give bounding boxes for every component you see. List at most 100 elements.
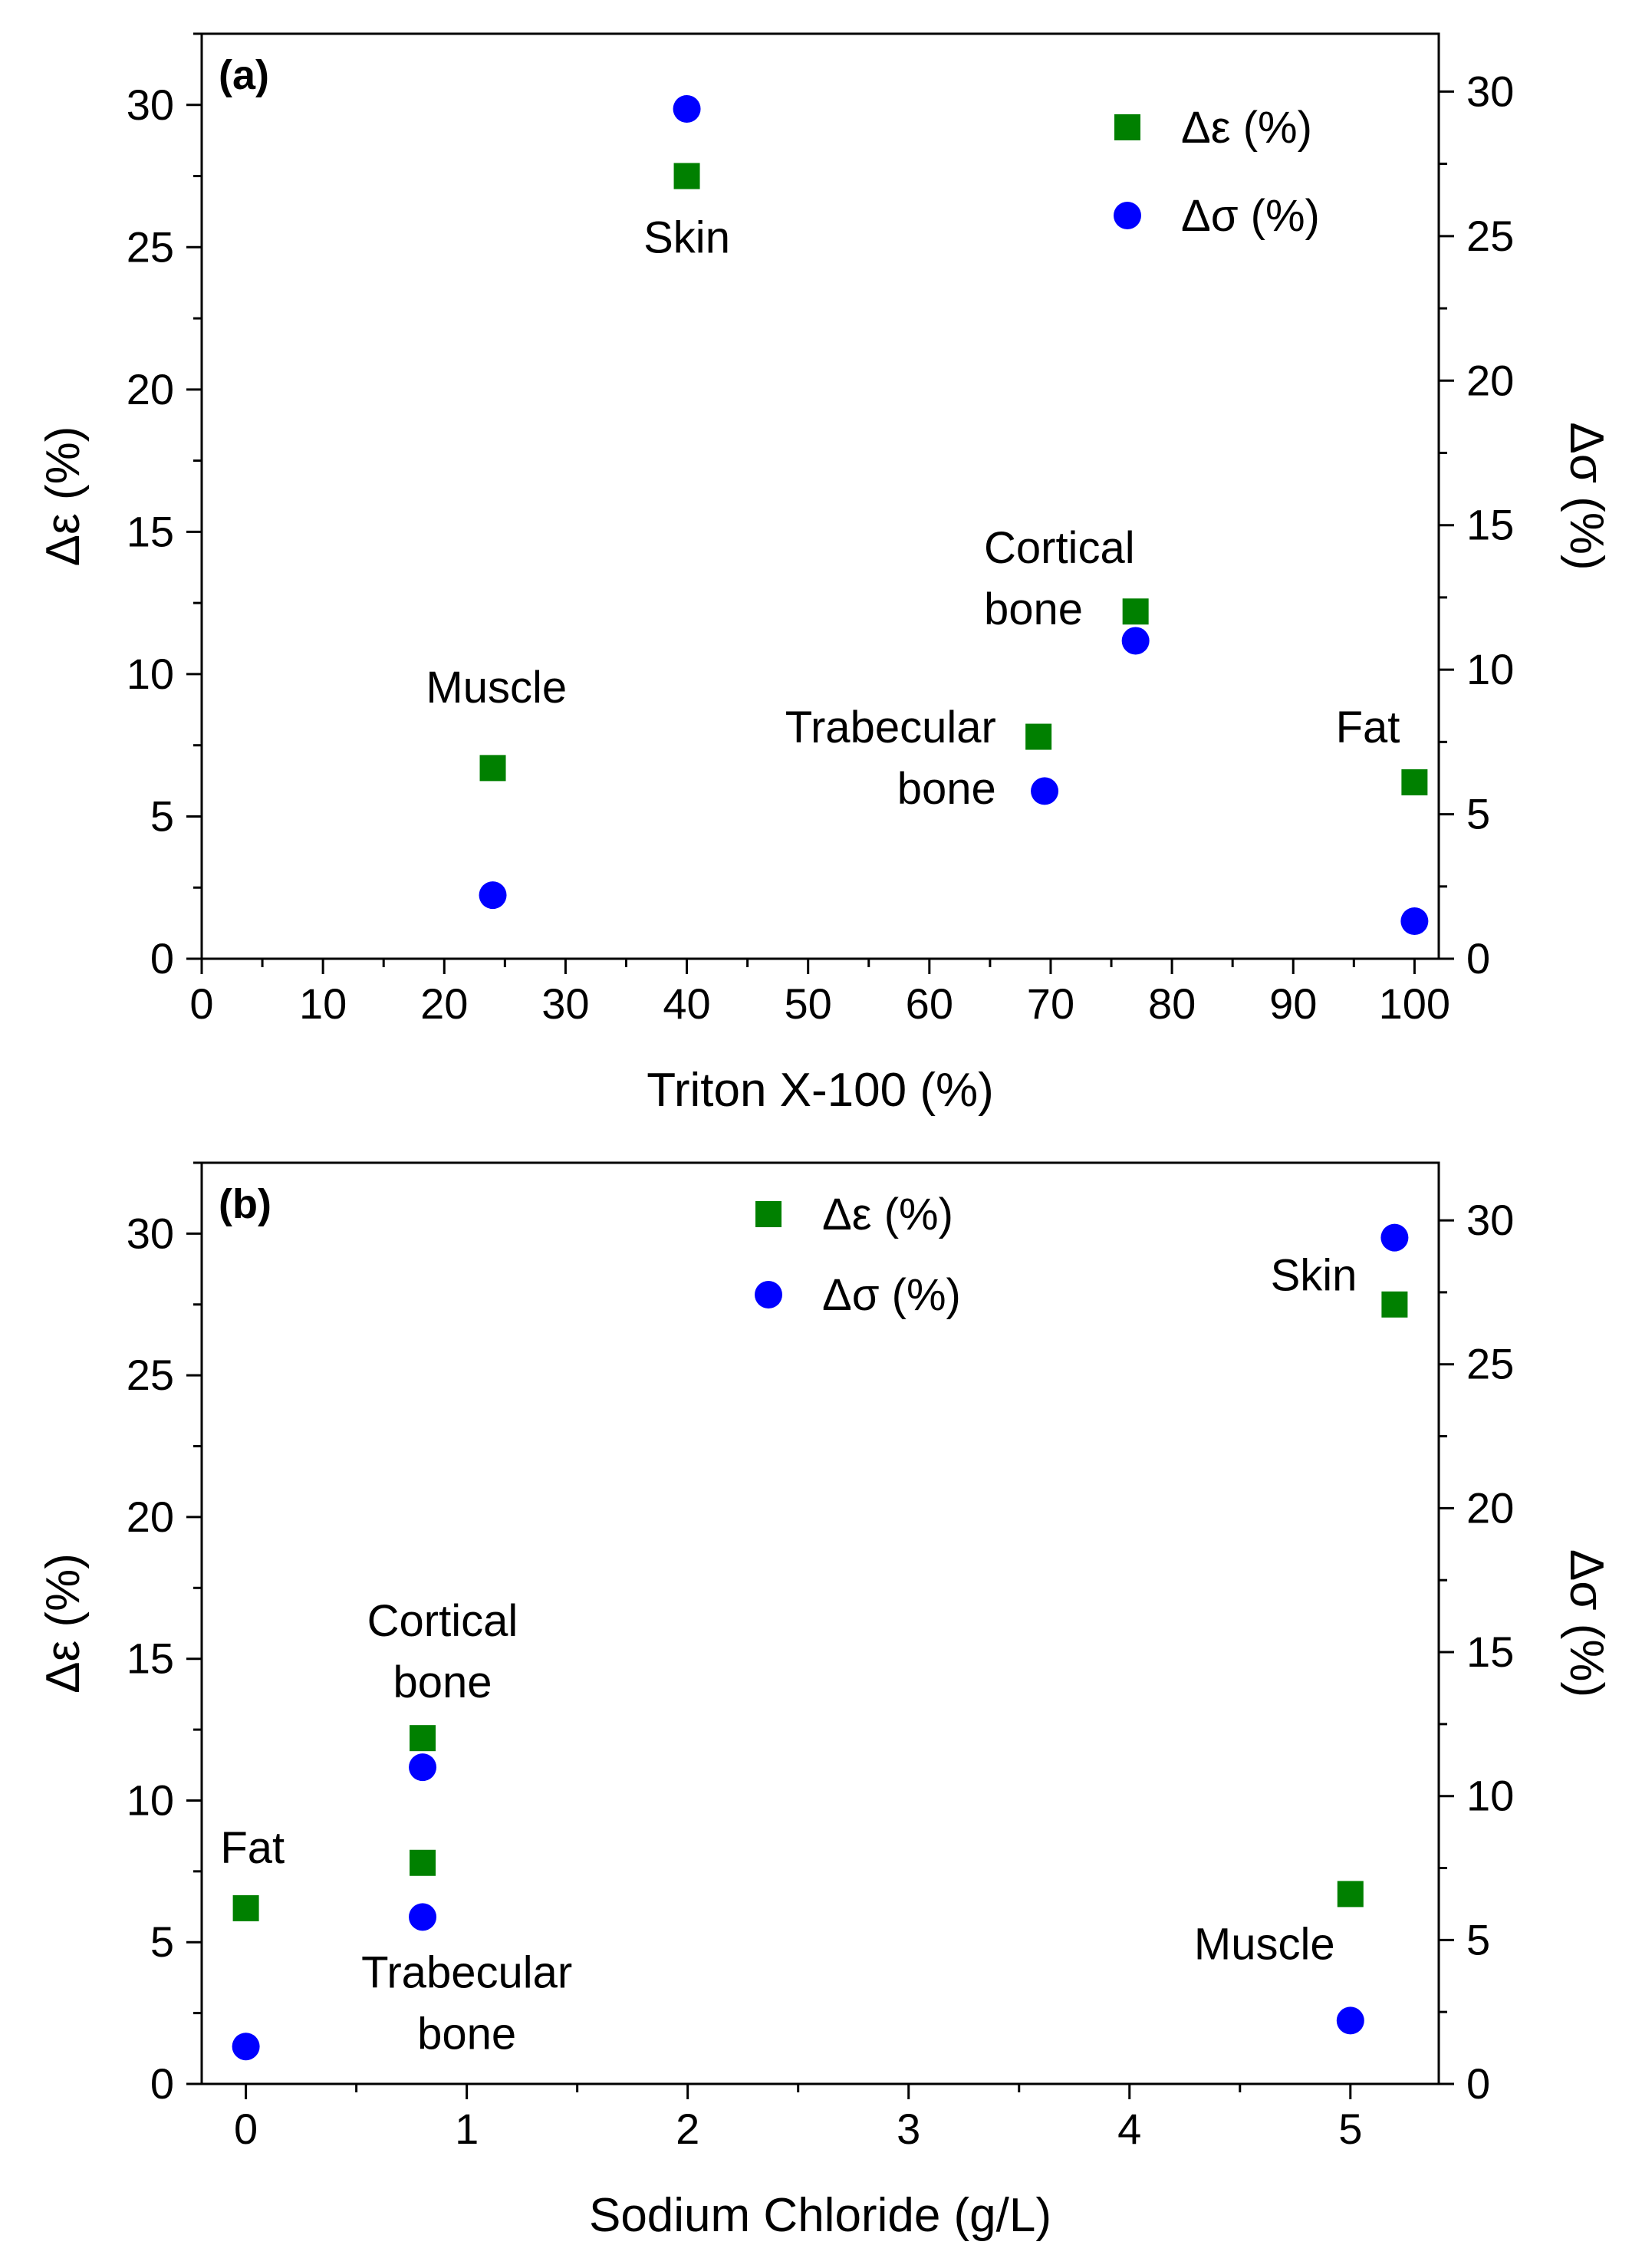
annotation-line: bone: [417, 2009, 516, 2059]
annotation-trabecular-bone: Trabecular bone: [361, 1947, 572, 2059]
data-point-muscle: [479, 755, 506, 782]
y-tick-label: 15: [127, 1634, 174, 1683]
annotation-muscle: Muscle: [426, 663, 567, 713]
legend-label: Δσ (%): [1181, 191, 1320, 241]
y-tick-label: 30: [127, 1209, 174, 1257]
annotation-skin: Skin: [643, 213, 730, 263]
legend-marker-1: [1114, 202, 1141, 229]
annotation-line: bone: [984, 584, 1083, 634]
legend-marker-0: [1114, 114, 1140, 140]
data-point-cortical-bone: [410, 1725, 436, 1752]
panel-label: (a): [219, 52, 269, 98]
x-tick-label: 40: [663, 979, 710, 1028]
y2-tick-label: 5: [1466, 790, 1490, 838]
y2-tick-label: 0: [1466, 2059, 1490, 2108]
legend-label: Δε (%): [1181, 103, 1312, 153]
legend-marker-0: [755, 1201, 782, 1227]
annotation-skin: Skin: [1271, 1250, 1357, 1300]
data-point-skin: [1380, 1223, 1409, 1252]
data-point-muscle: [1337, 1881, 1364, 1908]
y-tick-label: 25: [127, 222, 174, 271]
panel-label: (b): [219, 1181, 271, 1227]
x-tick-label: 0: [234, 2105, 258, 2153]
data-point-cortical-bone: [1121, 627, 1150, 655]
annotation-line: Fat: [220, 1823, 285, 1873]
annotation-line: Muscle: [1194, 1919, 1335, 1969]
x-tick-label: 60: [906, 979, 953, 1028]
data-point-muscle: [1336, 2006, 1364, 2035]
annotation-cortical-bone: Cortical bone: [367, 1596, 518, 1707]
data-point-trabecular-bone: [1031, 777, 1059, 805]
annotation-line: bone: [897, 764, 996, 814]
y2-tick-label: 20: [1466, 356, 1514, 404]
data-point-trabecular-bone: [409, 1903, 437, 1931]
annotation-line: Cortical: [367, 1596, 518, 1646]
plot-frame: [200, 1161, 1440, 2085]
y2-tick-label: 30: [1466, 1196, 1514, 1244]
x-tick-label: 70: [1027, 979, 1074, 1028]
y2-tick-label: 0: [1466, 934, 1490, 983]
y-tick-label: 30: [127, 81, 174, 129]
y2-tick-label: 25: [1466, 212, 1514, 260]
x-tick-label: 5: [1338, 2105, 1362, 2153]
data-point-skin: [673, 94, 701, 123]
y-tick-label: 5: [150, 1917, 174, 1966]
data-point-trabecular-bone: [1025, 723, 1052, 750]
y-tick-label: 0: [150, 2059, 174, 2108]
x-tick-label: 0: [189, 979, 213, 1028]
y-axis-label: Δε (%): [37, 426, 90, 567]
panel-a: 0 10 20 30 40 50 60 70 80 90 100 0 5 10 15 20 25 30 0 5 10 15…: [37, 32, 1613, 1117]
annotation-cortical-bone: Cortical bone: [984, 523, 1135, 634]
x-tick-label: 1: [455, 2105, 479, 2153]
series-delta-sigma: [232, 1223, 1409, 2061]
annotation-line: Muscle: [426, 663, 567, 713]
annotation-line: Skin: [1271, 1250, 1357, 1300]
annotation-fat: Fat: [220, 1823, 285, 1873]
x-tick-label: 50: [785, 979, 832, 1028]
annotation-fat: Fat: [1336, 703, 1400, 752]
y2-axis-label: Δσ (%): [1560, 422, 1613, 570]
annotation-line: bone: [393, 1657, 492, 1707]
x-tick-label: 2: [676, 2105, 699, 2153]
x-tick-label: 10: [299, 979, 347, 1028]
y2-tick-label: 15: [1466, 501, 1514, 549]
data-point-cortical-bone: [1122, 598, 1149, 625]
y2-tick-label: 15: [1466, 1628, 1514, 1676]
y-tick-label: 10: [127, 650, 174, 698]
data-point-muscle: [479, 881, 507, 910]
y-tick-label: 20: [127, 365, 174, 413]
y-tick-label: 0: [150, 934, 174, 983]
legend-label: Δε (%): [822, 1190, 953, 1239]
y2-tick-label: 30: [1466, 67, 1514, 115]
x-tick-label: 90: [1269, 979, 1317, 1028]
y-tick-label: 15: [127, 507, 174, 555]
data-point-trabecular-bone: [410, 1849, 436, 1876]
panel-b: 0 1 2 3 4 5 0 5 10 15 20 25 30 0 5 10 15 20 25 30 Sodium Chl…: [37, 1161, 1613, 2242]
annotation-line: Trabecular: [361, 1947, 572, 1997]
y-tick-label: 5: [150, 792, 174, 840]
x-tick-label: 30: [541, 979, 589, 1028]
annotation-line: Trabecular: [785, 703, 996, 752]
plot-frame: [200, 32, 1440, 960]
x-axis-label: Triton X-100 (%): [647, 1064, 994, 1117]
series-delta-epsilon: [232, 1291, 1408, 1921]
data-point-skin: [1381, 1291, 1408, 1318]
annotation-line: Cortical: [984, 523, 1135, 573]
annotation-trabecular-bone: Trabecular bone: [785, 703, 996, 814]
annotation-line: Fat: [1336, 703, 1400, 752]
data-point-skin: [673, 163, 700, 189]
y-tick-label: 20: [127, 1493, 174, 1541]
x-tick-label: 100: [1379, 979, 1450, 1028]
x-axis-label: Sodium Chloride (g/L): [589, 2189, 1051, 2242]
data-point-cortical-bone: [409, 1753, 437, 1782]
y-axis-label: Δε (%): [37, 1553, 90, 1694]
legend-label: Δσ (%): [822, 1270, 961, 1320]
data-point-fat: [232, 1894, 259, 1921]
y2-tick-label: 10: [1466, 645, 1514, 693]
annotation-line: Skin: [643, 213, 730, 263]
x-tick-label: 4: [1117, 2105, 1141, 2153]
y-tick-label: 10: [127, 1776, 174, 1824]
series-delta-epsilon: [479, 163, 1428, 795]
x-tick-label: 20: [420, 979, 468, 1028]
